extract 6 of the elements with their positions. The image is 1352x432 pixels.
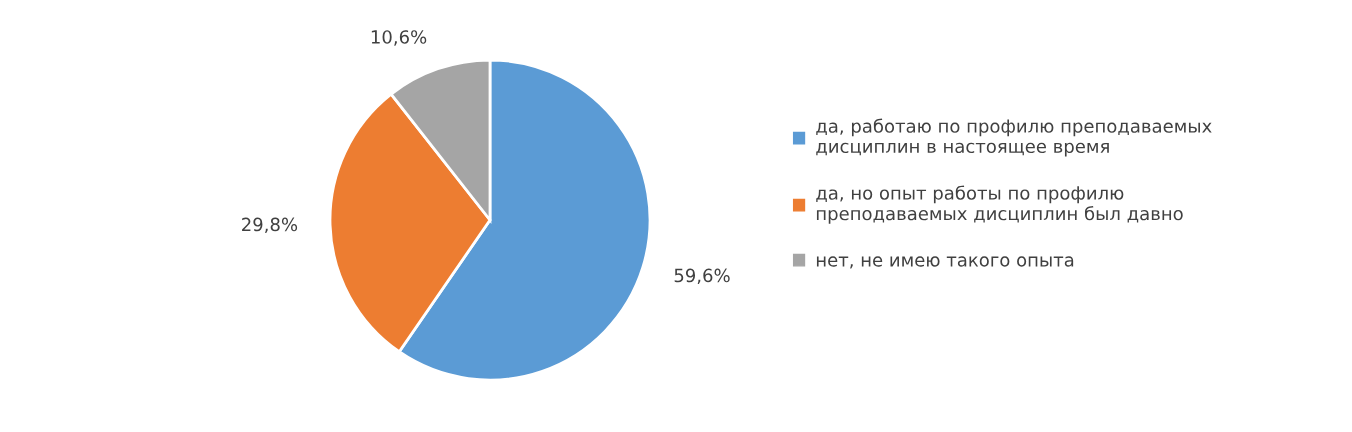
data-label: 59,6% (674, 268, 730, 285)
legend-label: да, работаю по профилю преподаваемых дисциплин в настоящее время (816, 118, 1212, 157)
data-label: 29,8% (242, 217, 298, 234)
legend-label: да, но опыт работы по профилю преподаваемых дисциплин был давно (816, 185, 1183, 224)
legend-label: нет, не имею такого опыта (816, 256, 1074, 269)
data-label: 10,6% (371, 30, 427, 46)
